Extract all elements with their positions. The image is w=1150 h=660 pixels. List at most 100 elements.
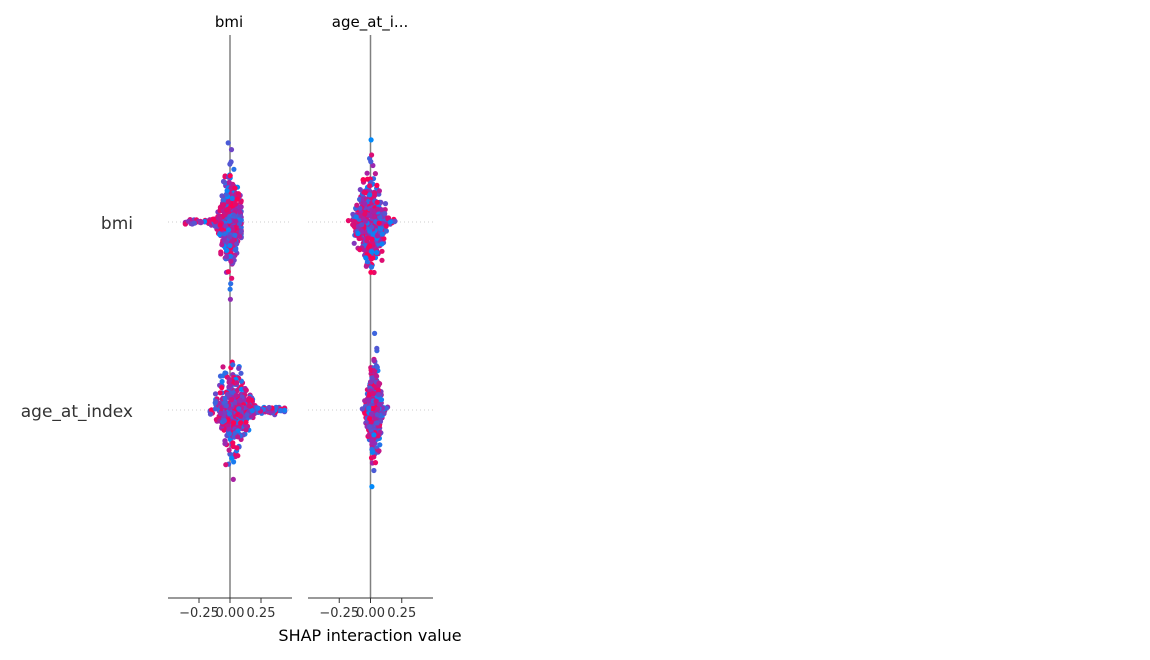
data-point [369,449,375,455]
data-point [219,193,225,199]
data-point [237,209,243,215]
data-point [226,426,232,433]
data-point [376,448,382,454]
data-point [369,236,375,242]
data-point [381,236,387,242]
data-point [374,364,380,370]
data-point [224,188,230,194]
panels-layer: −0.250.00 0.25 −0.250.00 0.25 [168,35,433,621]
data-point [363,263,369,269]
data-point [243,387,249,393]
data-point [223,403,229,409]
data-point [219,242,225,248]
x-tick-label-0-1: 0.00 [216,606,245,621]
data-point [383,223,389,229]
data-point [379,241,385,247]
data-point [354,202,360,208]
data-point [383,228,389,234]
data-point [219,378,225,385]
data-point [210,216,216,222]
data-point [229,195,235,201]
data-point [364,176,370,182]
data-point [225,140,231,146]
data-point [229,455,235,461]
data-point [383,405,389,411]
data-point [282,407,288,413]
data-point [217,222,223,228]
data-point [367,183,373,189]
data-point [222,441,228,447]
data-point [238,199,244,205]
x-tick-label-1-2: 0.25 [387,606,416,621]
data-point [368,411,374,417]
feature-label-age-at-index: age_at_index [21,402,133,422]
data-point [366,424,373,430]
data-point [217,216,223,222]
x-tick-label-0-0: −0.25 [179,606,219,621]
data-point [370,162,376,169]
panel-title-1: age_at_i... [332,13,409,32]
data-point [376,220,382,226]
data-point [243,427,249,433]
data-point [226,179,232,185]
data-point [246,397,252,404]
data-point [371,190,378,196]
data-point [369,224,375,230]
data-point [368,137,374,143]
data-point [362,211,368,217]
data-point [226,447,232,453]
data-point [191,220,197,226]
panel-0: −0.250.00 0.25 [168,35,292,621]
data-point [238,370,244,376]
data-point [369,249,375,255]
data-point [372,460,379,466]
data-point [220,364,226,370]
data-point [368,269,374,275]
data-point [234,380,240,386]
data-point [368,159,374,165]
data-point [227,234,233,240]
data-point [217,390,223,396]
data-point [212,391,219,397]
data-point [227,253,234,259]
data-point [234,388,240,394]
data-point [362,218,368,224]
data-point [376,380,382,386]
data-point [227,286,233,292]
data-point [218,251,224,257]
data-point [379,257,385,263]
data-point [374,199,380,205]
data-point [345,218,351,224]
data-point [232,201,238,207]
data-point [367,416,373,422]
data-point [368,379,374,385]
data-point [370,405,376,412]
data-point [198,219,204,225]
data-point [226,431,232,437]
data-point [364,170,370,176]
data-point [222,395,228,401]
data-point [238,204,244,210]
data-point [374,233,380,239]
data-point [370,232,376,238]
data-point [238,228,244,234]
data-point [357,213,363,219]
data-point [371,432,377,438]
data-point [278,407,284,414]
data-point [226,218,232,224]
data-point [369,438,375,444]
data-point [368,264,375,270]
data-point [234,196,240,202]
data-point [227,296,233,302]
data-point [360,177,366,183]
data-point [357,247,363,253]
data-point [382,201,389,207]
data-point [227,243,233,249]
data-point [364,259,370,265]
x-tick-label-0-2: 0.25 [247,606,276,621]
data-point [226,378,233,384]
data-point [375,406,381,412]
panel-1: −0.250.00 0.25 [308,35,433,621]
data-point [378,226,384,232]
data-point [371,454,377,460]
